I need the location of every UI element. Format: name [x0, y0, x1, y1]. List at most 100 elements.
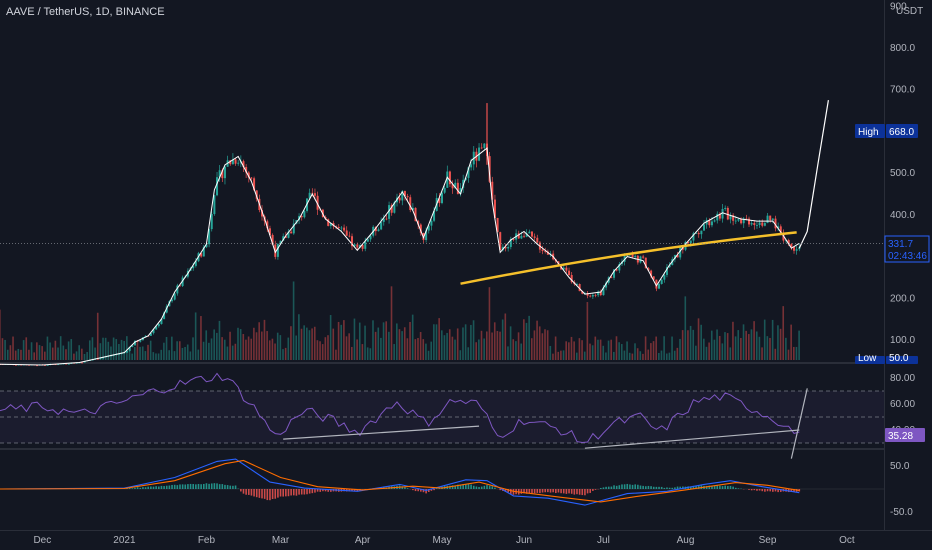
candle-body	[750, 223, 753, 225]
volume-bar	[557, 351, 560, 360]
candle-body	[599, 291, 602, 296]
candle-body	[377, 229, 380, 232]
macd-histogram-bar	[565, 489, 568, 494]
macd-histogram-bar	[263, 489, 266, 499]
macd-histogram-bar	[655, 486, 658, 489]
signal-line	[0, 459, 800, 503]
candle-body	[761, 222, 764, 226]
macd-histogram-bar	[348, 489, 351, 492]
volume-bar	[568, 342, 570, 360]
candle-body	[171, 299, 174, 302]
macd-histogram-bar	[213, 483, 216, 489]
volume-bar	[33, 352, 36, 360]
candle-body	[610, 277, 613, 279]
macd-histogram-bar	[549, 489, 552, 493]
candle-body	[361, 244, 364, 249]
price-unit: USDT	[896, 6, 924, 17]
volume-bar	[51, 347, 54, 360]
candle-body	[133, 340, 136, 346]
macd-histogram-bar	[557, 489, 560, 493]
volume-bar	[274, 343, 276, 360]
volume-bar	[422, 339, 425, 360]
trendline	[460, 231, 797, 285]
candle-body	[798, 247, 801, 250]
volume-bar	[9, 345, 12, 360]
candle-body	[779, 226, 782, 233]
candle-body	[200, 253, 203, 257]
last-price-badge	[884, 235, 930, 263]
candle-body	[748, 218, 751, 225]
volume-bar	[255, 332, 258, 360]
candle-body	[615, 269, 618, 271]
candle-body	[769, 215, 772, 221]
volume-bar	[726, 333, 729, 360]
macd-histogram-bar	[353, 489, 356, 492]
volume-bar	[774, 348, 777, 360]
candle-body	[766, 215, 769, 224]
volume-bar	[745, 330, 747, 360]
volume-bar	[369, 348, 372, 360]
volume-bar	[398, 329, 401, 360]
candle-body	[644, 257, 647, 269]
volume-bar	[340, 324, 343, 360]
candle-body	[149, 333, 152, 336]
volume-bar	[36, 342, 38, 360]
candle-body	[282, 236, 285, 241]
candle-body	[591, 294, 594, 297]
volume-bar	[433, 324, 435, 360]
macd-histogram-bar	[510, 489, 512, 494]
volume-bar	[57, 347, 59, 360]
macd-histogram-bar	[274, 489, 277, 499]
candle-body	[716, 213, 719, 221]
candle-body	[570, 275, 573, 283]
volume-bar	[163, 342, 165, 360]
rsi-axis-label: 80.00	[890, 373, 915, 384]
volume-bar	[178, 341, 181, 360]
volume-bar	[41, 346, 43, 360]
candle-body	[692, 233, 695, 241]
candle-body	[454, 182, 457, 189]
volume-bar	[133, 346, 136, 360]
macd-histogram-bar	[621, 484, 623, 489]
volume-bar	[165, 336, 168, 360]
macd-histogram-bar	[412, 489, 414, 491]
candle-body	[758, 222, 761, 226]
candle-body	[496, 217, 499, 233]
candle-body	[721, 208, 724, 219]
candle-body	[660, 279, 663, 285]
candle-body	[597, 291, 600, 296]
volume-bar	[724, 332, 726, 360]
volume-bar	[493, 322, 496, 360]
candle-body	[493, 199, 496, 218]
macd-histogram-bar	[552, 489, 554, 493]
macd-histogram-bar	[229, 485, 232, 489]
candle-body	[438, 198, 441, 204]
macd-histogram-bar	[168, 485, 171, 489]
candle-body	[586, 293, 589, 296]
volume-bar	[692, 329, 695, 360]
volume-bar	[25, 337, 28, 360]
volume-bar	[75, 351, 78, 360]
candle-body	[43, 365, 46, 366]
candle-body	[623, 255, 626, 262]
candle-body	[271, 234, 274, 245]
candle-body	[178, 285, 181, 287]
macd-histogram-bar	[697, 485, 700, 489]
volume-bar	[528, 315, 530, 360]
volume-bar	[665, 353, 668, 360]
volume-bar	[718, 335, 721, 360]
volume-bar	[290, 326, 292, 360]
macd-pane	[0, 458, 884, 506]
volume-bar	[740, 337, 742, 360]
rsi-pane	[0, 372, 884, 459]
macd-histogram-bar	[271, 489, 274, 499]
volume-bar	[639, 351, 642, 360]
macd-histogram-bar	[629, 484, 631, 489]
volume-bar	[607, 340, 610, 360]
price-axis-label: 400.0	[890, 210, 915, 221]
volume-bar	[758, 336, 761, 360]
macd-histogram-bar	[727, 486, 729, 489]
volume-bar	[4, 339, 6, 360]
candle-body	[713, 220, 716, 222]
